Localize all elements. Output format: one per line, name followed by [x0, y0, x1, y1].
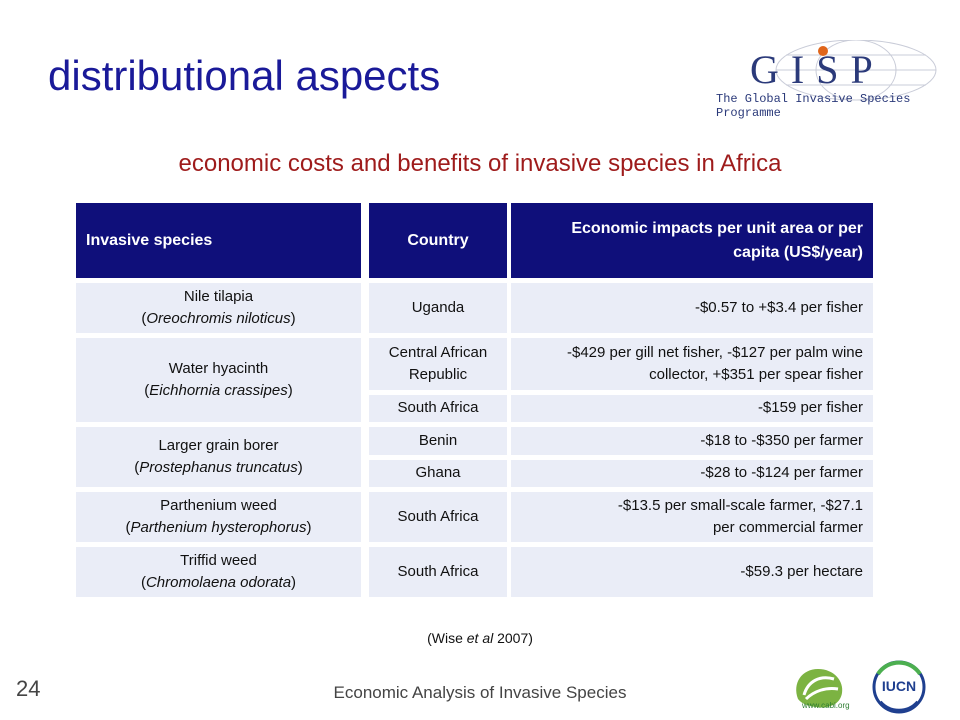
slide-title: distributional aspects	[48, 52, 441, 99]
paren-close: )	[306, 519, 312, 536]
paren-open: (	[141, 310, 147, 327]
impact-cell: -$159 per fisher	[511, 395, 873, 422]
gisp-dot	[818, 46, 828, 56]
country-cell: Central African Republic	[369, 338, 507, 390]
species-common: Water hyacinth	[168, 359, 269, 377]
species-cell: Parthenium weed (Parthenium hysterophoru…	[76, 492, 361, 542]
footer-text: Economic Analysis of Invasive Species	[333, 683, 627, 702]
paren-close: )	[291, 574, 297, 591]
country-cell: Uganda	[369, 283, 507, 333]
header-country: Country	[369, 203, 507, 278]
cabi-logo: www.cabi.org	[788, 663, 862, 713]
impact-cell: -$429 per gill net fisher, -$127 per pal…	[511, 338, 873, 390]
citation: (Wise et al 2007)	[0, 630, 960, 646]
iucn-logo: IUCN	[872, 660, 926, 714]
impact-cell: -$18 to -$350 per farmer	[511, 427, 873, 455]
paren-open: (	[134, 459, 140, 476]
country-cell: South Africa	[369, 492, 507, 542]
header-species: Invasive species	[76, 203, 361, 278]
gisp-wordmark: GISP	[750, 47, 885, 92]
globe-icon	[775, 40, 937, 101]
species-cell: Larger grain borer (Prostephanus truncat…	[76, 427, 361, 487]
citation-open: (Wise	[427, 630, 467, 646]
country-cell: South Africa	[369, 395, 507, 422]
country-cell: Ghana	[369, 460, 507, 487]
species-cell: Triffid weed (Chromolaena odorata)	[76, 547, 361, 597]
impact-cell: -$13.5 per small-scale farmer, -$27.1 pe…	[511, 492, 873, 542]
header-impact: Economic impacts per unit area or per ca…	[511, 203, 873, 278]
species-common: Parthenium weed	[160, 496, 277, 514]
paren-close: )	[287, 382, 293, 399]
impact-table: Invasive species Country Economic impact…	[76, 203, 873, 597]
iucn-emblem-icon	[872, 660, 926, 714]
gisp-tagline: The Global Invasive Species Programme	[716, 92, 911, 120]
species-cell: Nile tilapia (Oreochromis niloticus)	[76, 283, 361, 333]
species-common: Nile tilapia	[183, 287, 254, 305]
impact-cell: -$59.3 per hectare	[511, 547, 873, 597]
citation-close: 2007)	[493, 630, 533, 646]
paren-open: (	[140, 574, 146, 591]
citation-et-al: et al	[466, 630, 494, 646]
slide-subtitle: economic costs and benefits of invasive …	[178, 150, 782, 177]
paren-close: )	[290, 310, 296, 327]
paren-open: (	[125, 519, 131, 536]
species-scientific: Oreochromis niloticus	[146, 310, 291, 327]
species-scientific: Chromolaena odorata	[145, 574, 292, 591]
impact-cell: -$0.57 to +$3.4 per fisher	[511, 283, 873, 333]
gisp-logo: GISP The Global Invasive Species Program…	[706, 40, 946, 120]
species-common: Larger grain borer	[158, 436, 279, 454]
species-scientific: Prostephanus truncatus	[139, 459, 298, 476]
species-cell: Water hyacinth (Eichhornia crassipes)	[76, 338, 361, 422]
paren-close: )	[297, 459, 303, 476]
country-cell: South Africa	[369, 547, 507, 597]
species-common: Triffid weed	[180, 551, 257, 569]
iucn-text: IUCN	[881, 678, 917, 694]
paren-open: (	[144, 382, 150, 399]
cabi-url: www.cabi.org	[802, 701, 850, 710]
species-scientific: Parthenium hysterophorus	[130, 519, 307, 536]
page-number: 24	[16, 676, 41, 701]
impact-cell: -$28 to -$124 per farmer	[511, 460, 873, 487]
species-scientific: Eichhornia crassipes	[149, 382, 288, 399]
country-cell: Benin	[369, 427, 507, 455]
cabi-leaf-icon	[796, 669, 843, 708]
